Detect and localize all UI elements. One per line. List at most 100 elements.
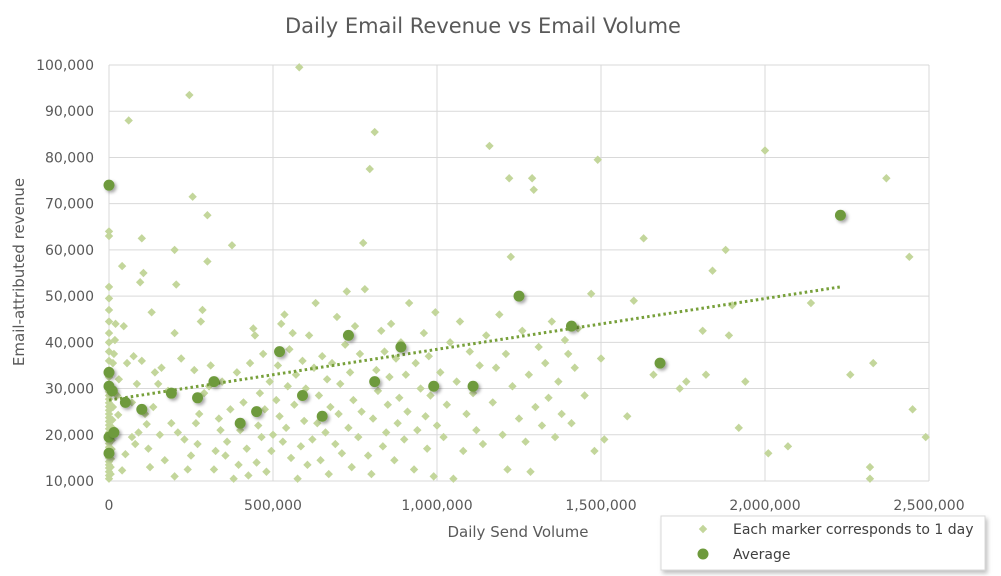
daily-point (322, 375, 332, 384)
daily-point (567, 419, 576, 428)
daily-point (411, 358, 420, 368)
daily-point (544, 393, 553, 402)
daily-point (340, 340, 350, 349)
average-point (251, 406, 263, 418)
y-tick-label: 20,000 (45, 428, 94, 444)
average-point (654, 357, 666, 369)
daily-point (172, 280, 181, 289)
average-point (565, 320, 577, 332)
average-point (165, 387, 177, 399)
average-point (316, 410, 328, 422)
daily-point (586, 289, 596, 298)
daily-point (514, 414, 524, 423)
daily-point (869, 358, 878, 368)
average-point (274, 346, 286, 358)
average-point (428, 380, 440, 392)
daily-point (498, 430, 507, 439)
daily-point (173, 428, 183, 437)
daily-point (760, 146, 770, 155)
daily-point (600, 435, 609, 444)
daily-point (203, 211, 212, 220)
daily-point (357, 407, 366, 416)
daily-point (806, 298, 816, 308)
legend-label-average: Average (733, 547, 791, 563)
daily-point (429, 472, 438, 481)
daily-point (865, 462, 875, 472)
daily-point (170, 472, 179, 481)
daily-point (209, 465, 219, 474)
legend-label-daily: Each marker corresponds to 1 day (733, 522, 974, 538)
daily-point (308, 435, 317, 444)
average-point (467, 380, 479, 392)
daily-point (472, 425, 481, 435)
daily-point (675, 384, 684, 393)
daily-point (386, 319, 396, 329)
y-tick-label: 90,000 (45, 104, 94, 120)
daily-point (242, 444, 251, 453)
daily-point (459, 446, 468, 456)
daily-point (419, 328, 429, 338)
daily-point (313, 419, 322, 428)
daily-point (113, 410, 123, 420)
daily-point (426, 391, 435, 400)
daily-point (416, 384, 425, 393)
daily-point (465, 347, 474, 356)
average-point (106, 385, 118, 397)
daily-point (908, 405, 917, 414)
daily-point (268, 430, 278, 439)
daily-point (280, 310, 289, 319)
average-point (342, 329, 354, 341)
daily-point (316, 456, 325, 465)
daily-point (334, 409, 343, 419)
daily-point (424, 352, 433, 361)
daily-point (485, 141, 494, 151)
average-point (513, 290, 525, 302)
daily-point (286, 453, 296, 463)
daily-point (216, 425, 225, 435)
y-tick-label: 50,000 (45, 289, 94, 305)
daily-point (232, 368, 242, 377)
daily-point (131, 439, 140, 449)
average-point (234, 417, 246, 429)
daily-point (518, 326, 527, 335)
daily-point (721, 245, 730, 255)
average-point (208, 376, 220, 388)
daily-point (277, 319, 286, 329)
daily-point (288, 328, 297, 338)
x-tick-label: 1,000,000 (401, 498, 472, 514)
daily-point (370, 127, 379, 137)
daily-point (368, 414, 378, 423)
daily-point (290, 400, 299, 409)
average-point (103, 179, 115, 191)
daily-point (157, 363, 166, 372)
daily-point (905, 252, 914, 262)
average-series (103, 179, 846, 459)
daily-point (380, 347, 389, 356)
daily-point (214, 414, 224, 423)
daily-point (623, 412, 632, 421)
daily-point (452, 377, 461, 386)
daily-point (226, 405, 235, 414)
daily-point (154, 379, 163, 389)
legend-circle-marker (697, 548, 709, 560)
daily-point (698, 326, 707, 335)
daily-point (846, 370, 855, 379)
daily-point (431, 308, 440, 317)
daily-point (580, 391, 589, 400)
daily-point (257, 432, 266, 442)
legend: Each marker corresponds to 1 day Average (660, 515, 986, 571)
daily-point (741, 377, 750, 386)
daily-point (122, 358, 132, 368)
daily-point (354, 432, 363, 442)
daily-point (367, 469, 376, 479)
y-tick-label: 70,000 (45, 197, 94, 213)
daily-point (272, 395, 281, 405)
daily-point (378, 442, 388, 451)
daily-point (475, 361, 484, 370)
daily-point (734, 423, 743, 433)
legend-box (660, 515, 986, 571)
daily-point (295, 63, 304, 72)
daily-point (390, 456, 399, 465)
daily-point (421, 412, 430, 421)
daily-point (291, 370, 301, 379)
